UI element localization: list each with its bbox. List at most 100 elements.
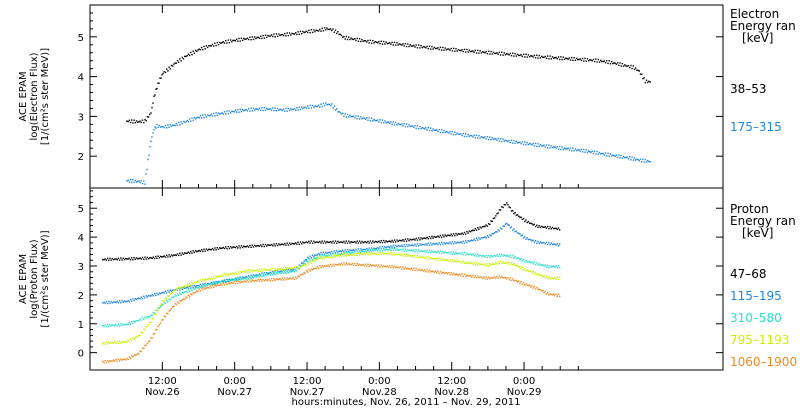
- data-point: [323, 240, 326, 242]
- data-point: [432, 48, 434, 50]
- data-point: [649, 161, 651, 163]
- data-point: [455, 273, 457, 275]
- data-point: [461, 49, 463, 51]
- data-point: [257, 278, 259, 281]
- data-point: [210, 113, 212, 116]
- data-point: [415, 127, 417, 130]
- data-point: [325, 256, 327, 258]
- data-point: [268, 244, 270, 246]
- data-point: [261, 276, 263, 278]
- data-point: [594, 150, 596, 152]
- data-point: [643, 77, 645, 79]
- data-point: [303, 263, 305, 265]
- data-point: [360, 251, 362, 253]
- data-point: [548, 228, 550, 230]
- data-point: [193, 284, 196, 287]
- data-point: [287, 268, 290, 271]
- data-point: [647, 159, 649, 162]
- data-point: [205, 287, 208, 289]
- data-point: [463, 252, 466, 254]
- data-point: [131, 339, 133, 342]
- data-point: [649, 81, 651, 83]
- data-point: [354, 241, 356, 243]
- data-point: [568, 149, 571, 151]
- data-point: [147, 158, 149, 161]
- data-point: [293, 243, 296, 245]
- data-point: [485, 224, 487, 226]
- data-point: [309, 242, 311, 244]
- data-point: [199, 250, 202, 252]
- data-point: [547, 147, 549, 149]
- data-point: [175, 123, 177, 125]
- data-point: [166, 68, 168, 70]
- data-point: [264, 279, 267, 281]
- data-point: [368, 42, 370, 44]
- data-point: [438, 236, 440, 238]
- data-point: [292, 268, 294, 270]
- data-point: [258, 280, 261, 283]
- data-point: [503, 225, 505, 227]
- data-point: [386, 121, 388, 123]
- data-point: [413, 44, 415, 47]
- data-point: [549, 243, 551, 246]
- data-point: [345, 251, 347, 254]
- data-point: [477, 253, 479, 256]
- data-point: [260, 278, 262, 280]
- data-point: [237, 282, 239, 284]
- data-point: [346, 113, 349, 116]
- data-point: [240, 111, 243, 113]
- data-point: [418, 256, 420, 259]
- data-point: [117, 342, 120, 344]
- data-point: [263, 275, 265, 277]
- data-point: [360, 116, 362, 118]
- data-point: [405, 268, 408, 270]
- data-point: [401, 250, 403, 252]
- data-point: [502, 225, 504, 227]
- data-point: [106, 343, 109, 345]
- data-point: [536, 224, 538, 226]
- data-point: [120, 302, 122, 304]
- data-point: [547, 55, 549, 57]
- data-point: [357, 264, 360, 267]
- data-point: [313, 240, 315, 242]
- data-point: [256, 245, 258, 247]
- data-point: [309, 104, 311, 107]
- data-point: [180, 287, 182, 289]
- data-point: [384, 252, 386, 255]
- data-point: [538, 263, 540, 265]
- data-point: [635, 67, 637, 69]
- data-point: [374, 248, 376, 250]
- data-point: [252, 107, 255, 110]
- data-point: [493, 255, 496, 257]
- data-point: [481, 226, 484, 228]
- data-point: [285, 244, 287, 246]
- data-point: [380, 264, 382, 266]
- data-point: [583, 148, 585, 151]
- data-point: [207, 286, 209, 289]
- data-point: [200, 249, 203, 251]
- data-point: [408, 239, 410, 242]
- data-point: [496, 139, 498, 141]
- data-point: [369, 253, 372, 256]
- legend-entry: 310–580: [730, 311, 782, 325]
- x-tick-label-time: 0:00: [368, 376, 390, 387]
- data-point: [385, 253, 387, 255]
- data-point: [483, 237, 485, 239]
- data-point: [384, 120, 386, 122]
- data-point: [434, 129, 437, 131]
- data-point: [278, 272, 280, 274]
- data-point: [211, 284, 214, 287]
- data-point: [373, 247, 375, 249]
- data-point: [433, 243, 435, 245]
- data-point: [246, 271, 249, 273]
- data-point: [536, 274, 538, 276]
- data-point: [285, 269, 287, 271]
- data-point: [191, 53, 193, 56]
- data-point: [334, 240, 337, 242]
- data-point: [229, 273, 232, 275]
- data-point: [395, 266, 397, 269]
- data-point: [290, 277, 292, 279]
- data-point: [149, 146, 151, 148]
- data-point: [137, 258, 139, 260]
- data-point: [463, 231, 466, 234]
